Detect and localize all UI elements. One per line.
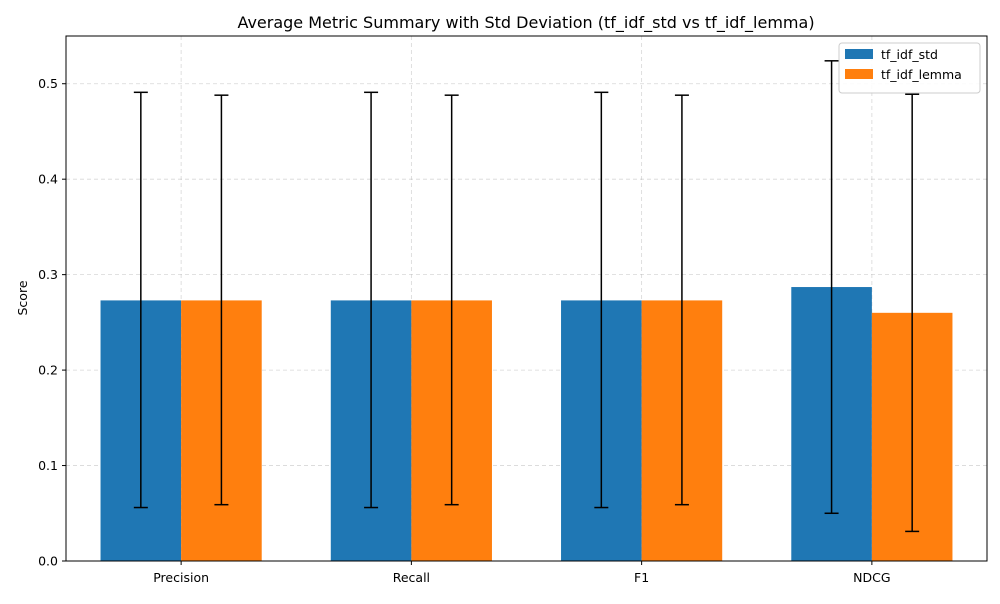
y-axis-label: Score <box>15 280 30 315</box>
x-tick-label: Precision <box>153 570 209 585</box>
error-bars-layer <box>133 60 920 533</box>
legend-label-tf_idf_std: tf_idf_std <box>881 47 938 62</box>
axes-layer <box>65 35 988 562</box>
x-tick-label: F1 <box>634 570 649 585</box>
x-tick-label: NDCG <box>853 570 890 585</box>
y-tick-label: 0.4 <box>38 172 58 187</box>
legend-label-tf_idf_lemma: tf_idf_lemma <box>881 67 962 82</box>
legend-swatch-tf_idf_lemma <box>845 69 873 79</box>
legend-frame <box>838 42 981 94</box>
bars-layer <box>100 287 953 561</box>
ticks-layer: 0.0 0.1 0.2 0.3 0.4 0.5 Precision Recall F1 NDCG <box>38 76 890 585</box>
y-tick-label: 0.0 <box>38 554 58 569</box>
y-tick-label: 0.1 <box>38 458 58 473</box>
plot-frame <box>65 35 988 562</box>
chart-title: Average Metric Summary with Std Deviatio… <box>237 13 814 33</box>
legend-swatch-tf_idf_std <box>845 49 873 59</box>
y-tick-label: 0.3 <box>38 267 58 282</box>
y-tick-label: 0.2 <box>38 363 58 378</box>
legend: tf_idf_std tf_idf_lemma <box>838 42 981 94</box>
y-tick-label: 0.5 <box>38 76 58 91</box>
x-tick-label: Recall <box>393 570 430 585</box>
